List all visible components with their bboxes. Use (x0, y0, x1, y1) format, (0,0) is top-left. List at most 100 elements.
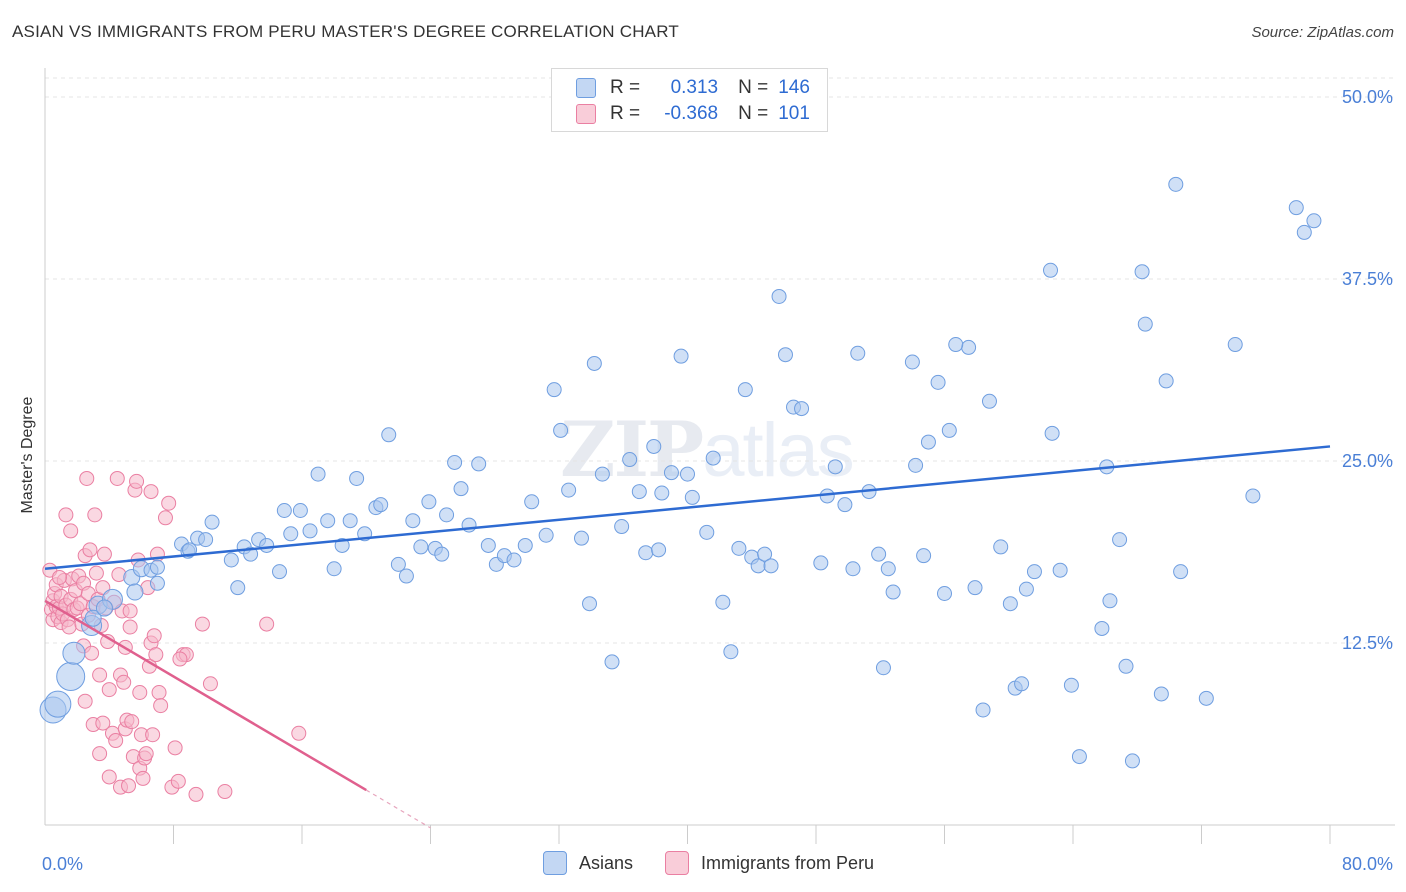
peru-swatch (665, 851, 690, 875)
asian-point (1198, 690, 1214, 706)
y-tick-label: 25.0% (1342, 451, 1393, 471)
peru-point (291, 725, 307, 741)
peru-point (77, 693, 93, 709)
asian-point (204, 514, 220, 530)
asian-point (480, 537, 496, 553)
peru-point (121, 778, 137, 794)
asian-point (845, 561, 861, 577)
asian-point (646, 438, 662, 454)
asian-point (948, 337, 964, 353)
asian-point (1245, 488, 1261, 504)
peru-label: Immigrants from Peru (701, 852, 875, 873)
asian-point (310, 466, 326, 482)
asian-point (1124, 753, 1140, 769)
asian-point (794, 401, 810, 417)
asian-point (302, 523, 318, 539)
peru-point (202, 676, 218, 692)
asian-point (1112, 532, 1128, 548)
trend-lines (44, 445, 1331, 829)
tick-labels: 12.5% 25.0% 37.5% 50.0% 0.0% 80.0% (42, 87, 1393, 874)
peru-point (108, 733, 124, 749)
asian-point (259, 537, 275, 553)
asian-point (381, 427, 397, 443)
asian-point (1071, 749, 1087, 765)
peru-point (79, 470, 95, 486)
peru-point (122, 603, 138, 619)
asian-point (908, 457, 924, 473)
asian-point (1043, 262, 1059, 278)
asian-point (320, 513, 336, 529)
asian-point (871, 546, 887, 562)
asian-point (471, 456, 487, 472)
asian-point (405, 513, 421, 529)
asian-point (1173, 564, 1189, 580)
correlation-legend: R = 0.313 N = 146 R = -0.368 N = 101 (551, 68, 828, 132)
peru-point (145, 727, 161, 743)
asian-point (763, 558, 779, 574)
asian-point (546, 382, 562, 398)
chart-title: ASIAN VS IMMIGRANTS FROM PERU MASTER'S D… (12, 22, 679, 41)
asian-point (1168, 176, 1184, 192)
asian-point (292, 503, 308, 519)
peru-point (101, 769, 117, 785)
peru-point (170, 773, 186, 789)
peru-point (143, 484, 159, 500)
asian-point (434, 546, 450, 562)
peru-point (167, 740, 183, 756)
peru-point (135, 770, 151, 786)
asian-point (586, 355, 602, 371)
legend-n-value: 146 (778, 77, 810, 98)
peru-trend-extension (365, 789, 431, 829)
asian-point (283, 526, 299, 542)
asian-point (880, 561, 896, 577)
legend-r-value: -0.368 (664, 103, 719, 124)
asian-point (651, 542, 667, 558)
asian-point (272, 564, 288, 580)
asian-point (326, 561, 342, 577)
peru-point (161, 495, 177, 511)
legend-item-asians[interactable]: Asians (543, 851, 633, 875)
asian-point (875, 660, 891, 676)
asian-point (413, 539, 429, 555)
asian-point (149, 559, 165, 575)
asian-point (604, 654, 620, 670)
asian-point (342, 513, 358, 529)
watermark: ZIPatlas (560, 405, 855, 494)
asian-point (276, 503, 292, 519)
asian-point (524, 494, 540, 510)
asian-point (553, 422, 569, 438)
peru-points (42, 470, 307, 802)
legend-row-peru: R = -0.368 N = 101 (576, 102, 810, 126)
asian-point (594, 466, 610, 482)
asian-point (941, 422, 957, 438)
legend-item-peru[interactable]: Immigrants from Peru (665, 851, 874, 875)
peru-point (148, 647, 164, 663)
legend-r-value: 0.313 (670, 77, 719, 98)
asian-point (1063, 677, 1079, 693)
asian-point (373, 497, 389, 513)
peru-point (92, 746, 108, 762)
peru-point (63, 523, 79, 539)
asian-point (439, 507, 455, 523)
peru-point (194, 616, 210, 632)
peru-point (101, 682, 117, 698)
asian-point (44, 690, 72, 718)
asian-point (1002, 596, 1018, 612)
asian-point (961, 339, 977, 355)
asian-point (680, 466, 695, 482)
peru-point (88, 565, 104, 581)
watermark-zip: ZIP (560, 405, 704, 494)
asian-point (1026, 564, 1042, 580)
asian-point (850, 345, 866, 361)
x-tick-label-max: 80.0% (1342, 854, 1393, 874)
asian-point (723, 644, 739, 660)
peru-point (259, 616, 275, 632)
y-tick-label: 50.0% (1342, 87, 1393, 107)
asian-point (673, 348, 689, 364)
series-legend: Asians Immigrants from Peru (543, 851, 906, 875)
asian-point (993, 539, 1009, 555)
asian-point (1014, 676, 1030, 692)
asian-point (62, 641, 86, 665)
asian-point (684, 489, 700, 505)
